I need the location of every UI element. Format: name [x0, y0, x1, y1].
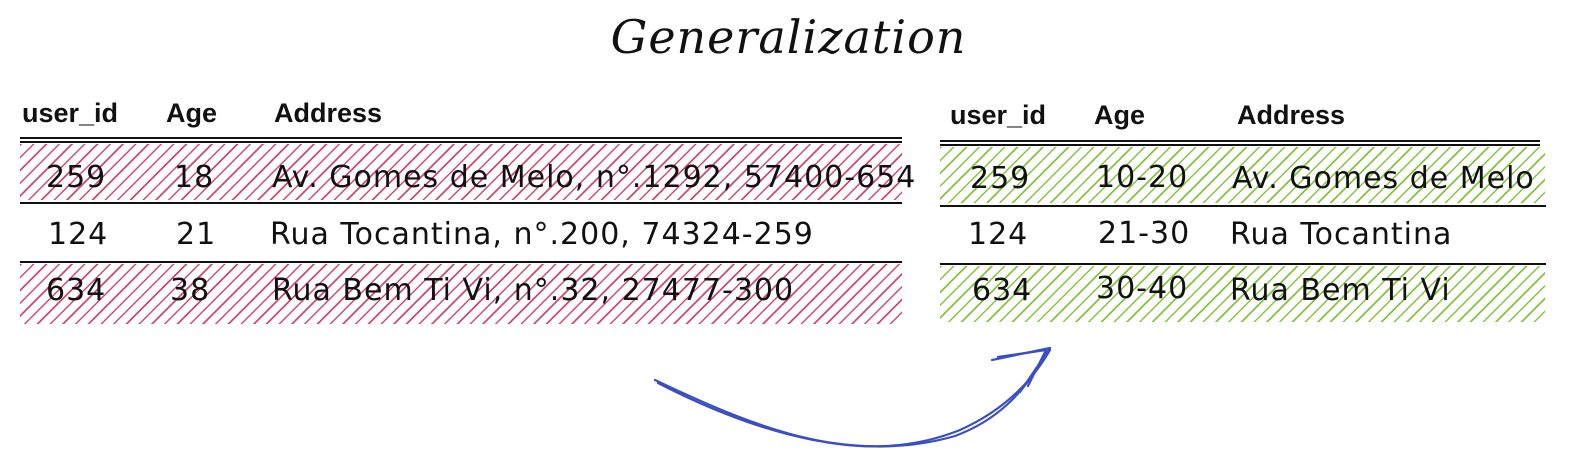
table-cell: 38	[170, 273, 211, 308]
table-cell: 634	[46, 273, 107, 308]
table-cell: Rua Bem Ti Vi, n°.32, 27477-300	[272, 273, 795, 308]
highlighted-row-band	[20, 144, 902, 200]
header-rule	[940, 144, 1540, 146]
header-rule	[20, 137, 902, 139]
table-cell: Rua Bem Ti Vi	[1230, 273, 1451, 308]
header-user-id: user_id	[22, 98, 119, 128]
table-cell: 30-40	[1096, 271, 1189, 306]
header-user-id: user_id	[950, 100, 1047, 130]
table-cell: Av. Gomes de Melo, n°.1292, 57400-654	[272, 160, 917, 195]
row-rule	[20, 261, 902, 263]
highlighted-row-band	[940, 266, 1545, 322]
highlighted-row-band	[20, 264, 902, 324]
table-cell: 21-30	[1098, 216, 1191, 251]
table-cell: Rua Tocantina, n°.200, 74324-259	[270, 217, 814, 252]
row-rule	[940, 205, 1546, 207]
table-cell: 634	[972, 273, 1033, 308]
header-age: Age	[166, 98, 218, 128]
header-age: Age	[1094, 100, 1146, 130]
row-rule	[940, 263, 1546, 265]
row-rule	[20, 202, 902, 204]
table-cell: 124	[968, 217, 1029, 252]
header-address: Address	[274, 98, 383, 128]
header-rule	[20, 141, 902, 143]
highlighted-row-band	[940, 147, 1545, 203]
table-cell: Av. Gomes de Melo	[1232, 161, 1535, 196]
table-cell: 10-20	[1096, 160, 1189, 195]
table-cell: Rua Tocantina	[1230, 217, 1453, 252]
table-cell: 259	[970, 161, 1031, 196]
table-cell: 18	[174, 160, 215, 195]
table-cell: 259	[46, 160, 107, 195]
header-address: Address	[1237, 100, 1346, 130]
header-rule	[940, 140, 1540, 142]
table-cell: 21	[176, 217, 217, 252]
table-cell: 124	[48, 217, 109, 252]
diagram-title: Generalization	[610, 10, 967, 64]
